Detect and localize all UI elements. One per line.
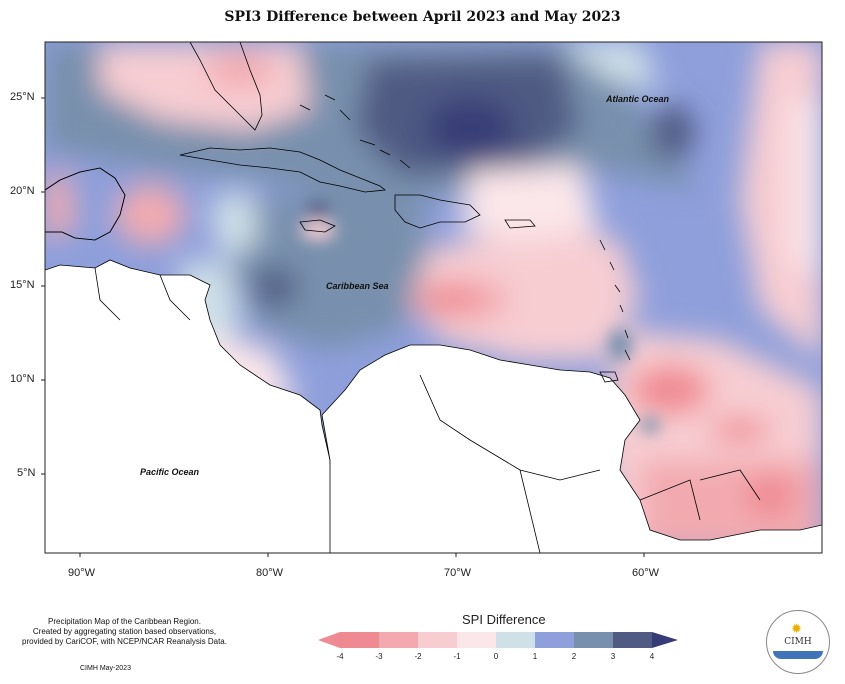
- lat-label-10: 10°N: [10, 373, 35, 385]
- map-frame: [44, 41, 823, 554]
- lat-label-15: 15°N: [10, 279, 35, 291]
- sea-icon: [773, 651, 823, 659]
- lat-label-25: 25°N: [10, 91, 35, 103]
- legend-tick: -1: [453, 652, 461, 661]
- lon-label-80: 80°W: [256, 567, 284, 579]
- legend-tick: 0: [493, 652, 499, 661]
- spi-field: [45, 42, 822, 553]
- axis-ticks: [41, 97, 645, 557]
- legend-tick: 2: [571, 652, 577, 661]
- logo-text: CIMH: [784, 637, 812, 647]
- credit-line-3: provided by CariCOF, with NCEP/NCAR Rean…: [22, 637, 227, 646]
- legend-tick: 1: [532, 652, 538, 661]
- lon-label-60: 60°W: [632, 567, 660, 579]
- legend-tick: 3: [610, 652, 616, 661]
- lat-label-5: 5°N: [17, 467, 36, 479]
- label-atlantic-ocean: Atlantic Ocean: [606, 94, 670, 104]
- legend-colorbar: [318, 632, 678, 648]
- label-pacific-ocean: Pacific Ocean: [140, 467, 200, 477]
- legend-title: SPI Difference: [462, 612, 546, 627]
- sun-icon: ✹: [791, 621, 802, 636]
- land-mask: [45, 167, 822, 553]
- cimh-logo: ✹ CIMH: [766, 610, 830, 674]
- credit-line-1: Precipitation Map of the Caribbean Regio…: [48, 617, 201, 626]
- credit-line-2: Created by aggregating station based obs…: [32, 627, 217, 636]
- legend-tick: -2: [414, 652, 422, 661]
- credit-text: Precipitation Map of the Caribbean Regio…: [12, 617, 237, 647]
- lon-label-70: 70°W: [444, 567, 472, 579]
- coastlines: [45, 42, 761, 553]
- label-caribbean-sea: Caribbean Sea: [326, 281, 389, 291]
- credit-date: CIMH May-2023: [80, 665, 131, 672]
- legend-tick: -3: [375, 652, 383, 661]
- legend-tick: 4: [649, 652, 655, 661]
- lon-label-90: 90°W: [68, 567, 96, 579]
- map-title: SPI3 Difference between April 2023 and M…: [224, 9, 621, 25]
- lat-label-20: 20°N: [10, 185, 35, 197]
- legend-tick: -4: [336, 652, 344, 661]
